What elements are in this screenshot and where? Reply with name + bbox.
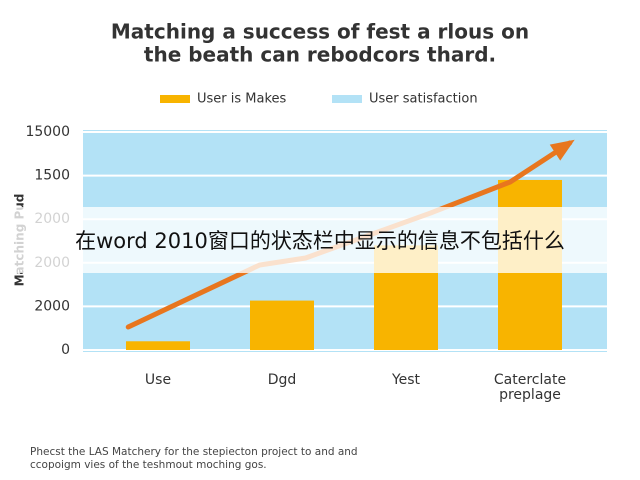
footnote: Phecst the LAS Matchery for the stepiect…: [30, 446, 358, 458]
x-tick-line: Use: [145, 372, 171, 388]
legend-swatch: [332, 95, 362, 103]
overlay-text: 在word 2010窗口的状态栏中显示的信息不包括什么: [75, 229, 565, 253]
x-tick-line: Yest: [391, 372, 421, 388]
trend-arrowhead: [549, 139, 575, 161]
y-tick-label: 0: [61, 342, 70, 358]
x-tick-label: Caterclate preplage: [494, 372, 566, 403]
x-tick-label: Yest: [391, 372, 421, 388]
x-tick-line: Dgd: [268, 372, 297, 388]
legend-swatch: [160, 95, 190, 103]
x-tick-line: preplage: [499, 387, 561, 403]
footnote: ccopoigm vies of the teshmout moching go…: [30, 459, 267, 471]
y-tick-label: 15000: [25, 124, 70, 140]
legend-label: User satisfaction: [369, 92, 478, 107]
x-tick-line: Caterclate: [494, 372, 566, 388]
chart-title: the beath can rebodcors thard.: [144, 43, 496, 67]
y-tick-label: 2000: [34, 298, 70, 314]
x-tick-label: Use: [145, 372, 171, 388]
bar: [250, 300, 314, 350]
legend-label: User is Makes: [197, 92, 287, 107]
chart-title: Matching a success of fest a rlous on: [111, 20, 529, 44]
x-tick-label: Dgd: [268, 372, 297, 388]
y-tick-label: 1500: [34, 168, 70, 184]
overlay-band: [0, 207, 640, 273]
bar: [126, 341, 190, 350]
